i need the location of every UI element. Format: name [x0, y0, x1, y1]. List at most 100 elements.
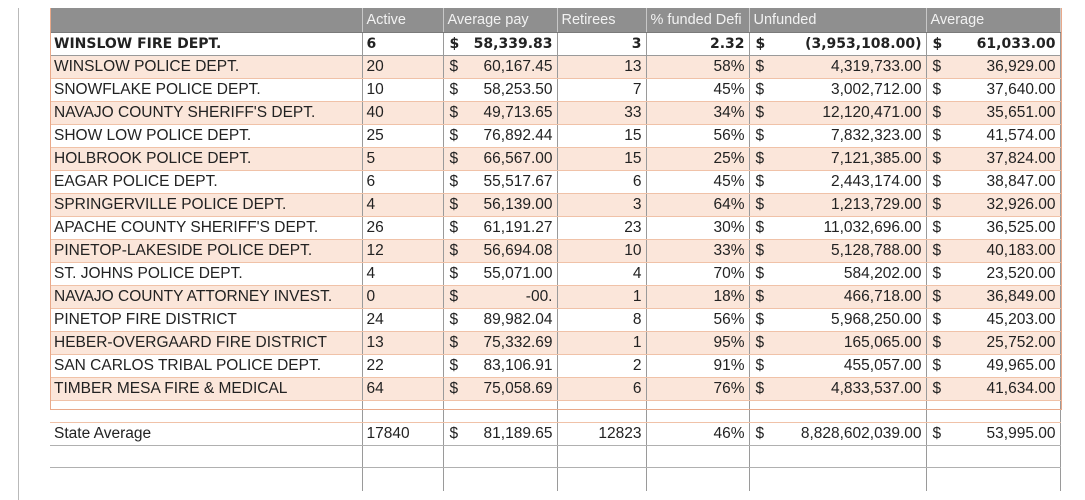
table-cell[interactable]: $25,752.00 — [926, 331, 1061, 355]
table-cell[interactable]: $58,253.50 — [443, 78, 558, 102]
table-cell[interactable]: $75,058.69 — [443, 377, 558, 401]
table-cell[interactable]: $76,892.44 — [443, 124, 558, 148]
table-cell[interactable]: 40 — [362, 101, 444, 125]
table-cell[interactable]: 5 — [362, 147, 444, 171]
table-cell[interactable]: $1,213,729.00 — [749, 193, 927, 217]
empty-cell[interactable] — [557, 467, 647, 492]
table-cell[interactable]: 46% — [646, 422, 750, 446]
table-cell[interactable]: 58% — [646, 55, 750, 79]
table-cell[interactable]: 56% — [646, 124, 750, 148]
empty-cell[interactable] — [362, 467, 444, 492]
empty-cell[interactable] — [443, 445, 558, 468]
table-cell[interactable]: $56,694.08 — [443, 239, 558, 263]
table-cell[interactable]: $83,106.91 — [443, 354, 558, 378]
table-cell[interactable]: $8,828,602,039.00 — [749, 422, 927, 446]
table-cell[interactable]: 6 — [362, 170, 444, 194]
empty-cell[interactable] — [749, 445, 927, 468]
table-cell[interactable]: $23,520.00 — [926, 262, 1061, 286]
table-cell[interactable]: 30% — [646, 216, 750, 240]
table-cell[interactable]: 7 — [557, 78, 647, 102]
table-cell[interactable]: SPRINGERVILLE POLICE DEPT. — [50, 193, 363, 217]
table-cell[interactable]: 13 — [362, 331, 444, 355]
table-cell[interactable]: $38,847.00 — [926, 170, 1061, 194]
table-cell[interactable]: PINETOP FIRE DISTRICT — [50, 308, 363, 332]
header-cell[interactable]: Unfunded — [749, 8, 927, 33]
table-cell[interactable]: WINSLOW POLICE DEPT. — [50, 55, 363, 79]
table-cell[interactable]: TIMBER MESA FIRE & MEDICAL — [50, 377, 363, 401]
empty-cell[interactable] — [926, 400, 1061, 423]
table-cell[interactable]: $55,517.67 — [443, 170, 558, 194]
table-cell[interactable]: 33% — [646, 239, 750, 263]
empty-cell[interactable] — [926, 467, 1061, 492]
table-cell[interactable]: $3,002,712.00 — [749, 78, 927, 102]
table-cell[interactable]: $56,139.00 — [443, 193, 558, 217]
table-cell[interactable]: 76% — [646, 377, 750, 401]
empty-cell[interactable] — [557, 400, 647, 423]
table-cell[interactable]: ST. JOHNS POLICE DEPT. — [50, 262, 363, 286]
table-cell[interactable]: $61,033.00 — [926, 32, 1061, 56]
table-cell[interactable]: $36,849.00 — [926, 285, 1061, 309]
table-cell[interactable]: $12,120,471.00 — [749, 101, 927, 125]
table-cell[interactable]: 64 — [362, 377, 444, 401]
table-cell[interactable]: 45% — [646, 78, 750, 102]
table-cell[interactable]: $49,713.65 — [443, 101, 558, 125]
table-cell[interactable]: 6 — [557, 377, 647, 401]
table-cell[interactable]: 3 — [557, 193, 647, 217]
table-cell[interactable]: 24 — [362, 308, 444, 332]
table-cell[interactable]: 33 — [557, 101, 647, 125]
empty-cell[interactable] — [749, 467, 927, 492]
table-cell[interactable]: $4,833,537.00 — [749, 377, 927, 401]
table-cell[interactable]: $81,189.65 — [443, 422, 558, 446]
table-cell[interactable]: $35,651.00 — [926, 101, 1061, 125]
table-cell[interactable]: 4 — [362, 193, 444, 217]
table-cell[interactable]: 23 — [557, 216, 647, 240]
empty-cell[interactable] — [362, 400, 444, 423]
header-cell[interactable]: Average — [926, 8, 1061, 33]
table-cell[interactable]: $ -00. — [443, 285, 558, 309]
table-cell[interactable]: HEBER-OVERGAARD FIRE DISTRICT — [50, 331, 363, 355]
table-cell[interactable]: 18% — [646, 285, 750, 309]
table-cell[interactable]: APACHE COUNTY SHERIFF'S DEPT. — [50, 216, 363, 240]
table-cell[interactable]: $49,965.00 — [926, 354, 1061, 378]
table-cell[interactable]: 26 — [362, 216, 444, 240]
table-cell[interactable]: PINETOP-LAKESIDE POLICE DEPT. — [50, 239, 363, 263]
table-cell[interactable]: $11,032,696.00 — [749, 216, 927, 240]
table-cell[interactable]: $584,202.00 — [749, 262, 927, 286]
table-cell[interactable]: 1 — [557, 285, 647, 309]
empty-cell[interactable] — [443, 467, 558, 492]
table-cell[interactable]: 45% — [646, 170, 750, 194]
table-cell[interactable]: 4 — [362, 262, 444, 286]
table-cell[interactable]: SHOW LOW POLICE DEPT. — [50, 124, 363, 148]
table-cell[interactable]: 0 — [362, 285, 444, 309]
empty-cell[interactable] — [926, 445, 1061, 468]
table-cell[interactable]: $37,640.00 — [926, 78, 1061, 102]
table-cell[interactable]: $89,982.04 — [443, 308, 558, 332]
table-cell[interactable]: $60,167.45 — [443, 55, 558, 79]
table-cell[interactable]: $36,525.00 — [926, 216, 1061, 240]
table-cell[interactable]: $75,332.69 — [443, 331, 558, 355]
table-cell[interactable]: WINSLOW FIRE DEPT. — [50, 32, 363, 56]
table-cell[interactable]: $37,824.00 — [926, 147, 1061, 171]
table-cell[interactable]: $ (3,953,108.00) — [749, 32, 927, 56]
empty-cell[interactable] — [50, 467, 363, 492]
table-cell[interactable]: 64% — [646, 193, 750, 217]
table-cell[interactable]: $5,968,250.00 — [749, 308, 927, 332]
table-cell[interactable]: 95% — [646, 331, 750, 355]
table-cell[interactable]: $455,057.00 — [749, 354, 927, 378]
table-cell[interactable]: NAVAJO COUNTY ATTORNEY INVEST. — [50, 285, 363, 309]
table-cell[interactable]: $32,926.00 — [926, 193, 1061, 217]
header-cell[interactable] — [50, 8, 363, 33]
empty-cell[interactable] — [646, 400, 750, 423]
table-cell[interactable]: 12 — [362, 239, 444, 263]
table-cell[interactable]: 10 — [557, 239, 647, 263]
table-cell[interactable]: 13 — [557, 55, 647, 79]
table-cell[interactable]: 6 — [557, 170, 647, 194]
empty-cell[interactable] — [50, 400, 363, 423]
table-cell[interactable]: State Average — [50, 422, 363, 446]
empty-cell[interactable] — [362, 445, 444, 468]
table-cell[interactable]: $4,319,733.00 — [749, 55, 927, 79]
table-cell[interactable]: $41,574.00 — [926, 124, 1061, 148]
table-cell[interactable]: $466,718.00 — [749, 285, 927, 309]
table-cell[interactable]: EAGAR POLICE DEPT. — [50, 170, 363, 194]
table-cell[interactable]: 4 — [557, 262, 647, 286]
